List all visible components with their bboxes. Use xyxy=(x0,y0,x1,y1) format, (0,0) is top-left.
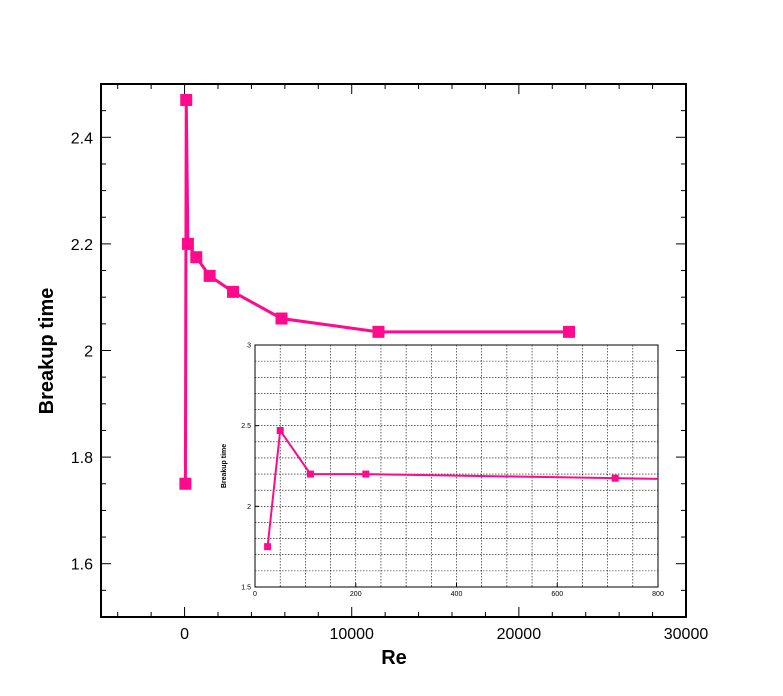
x-tick-label: 10000 xyxy=(329,626,374,643)
inset-x-tick-label: 600 xyxy=(551,591,563,598)
main-series xyxy=(179,93,575,490)
data-point-marker xyxy=(227,285,240,298)
data-point-marker xyxy=(372,325,385,338)
inset-y-tick-label: 2.5 xyxy=(241,423,251,430)
inset-data-point-marker xyxy=(306,470,314,478)
inset-series xyxy=(264,427,659,551)
inset-x-tick-label: 200 xyxy=(350,591,362,598)
inset-y-tick-label: 1.5 xyxy=(241,585,251,592)
inset-y-tick-label: 3 xyxy=(247,343,251,350)
data-point-marker xyxy=(203,269,216,282)
y-tick-label: 2.4 xyxy=(71,130,93,147)
y-tick-label: 1.6 xyxy=(71,557,93,574)
y-tick-label: 2.2 xyxy=(71,237,93,254)
main-y-axis-label: Breakup time xyxy=(36,288,58,415)
y-tick-label: 2 xyxy=(84,344,93,361)
inset-grid xyxy=(255,345,658,587)
data-point-marker xyxy=(190,251,203,264)
inset-y-axis-label: Breakup time xyxy=(221,444,228,488)
inset-ticks: 0 200 400 600 800 1.5 2 2.5 3 xyxy=(241,343,664,599)
y-tick-label: 1.8 xyxy=(71,450,93,467)
data-point-marker xyxy=(179,477,192,490)
x-tick-label: 30000 xyxy=(664,626,709,643)
data-point-marker xyxy=(275,312,288,325)
inset-data-point-marker xyxy=(276,427,284,435)
inset-x-tick-label: 0 xyxy=(253,591,257,598)
x-tick-label: 20000 xyxy=(497,626,542,643)
data-point-marker xyxy=(180,93,193,106)
inset-data-point-marker xyxy=(611,474,619,482)
main-ticks: 0 10000 20000 30000 1.6 1.8 2 2.2 2.4 xyxy=(71,84,709,643)
inset-data-point-marker xyxy=(362,470,370,478)
data-point-marker xyxy=(181,237,194,250)
inset-data-point-marker xyxy=(264,543,272,551)
inset-x-tick-label: 800 xyxy=(652,591,664,598)
inset-x-tick-label: 400 xyxy=(451,591,463,598)
inset-y-tick-label: 2 xyxy=(247,504,251,511)
data-point-marker xyxy=(563,325,575,338)
x-tick-label: 0 xyxy=(180,626,189,643)
main-x-axis-label: Re xyxy=(381,647,407,669)
